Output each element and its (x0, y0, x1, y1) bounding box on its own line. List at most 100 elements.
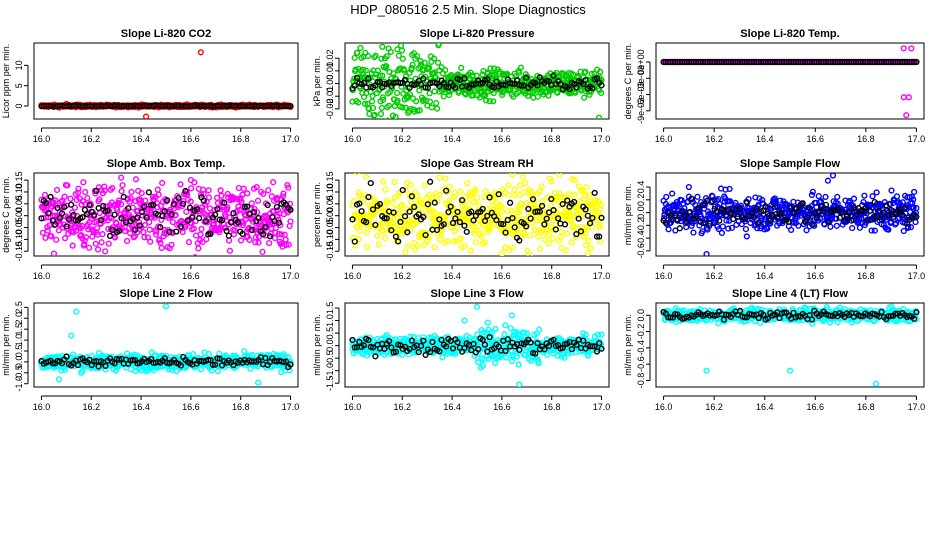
x-tick-label: 16.6 (493, 271, 511, 281)
y-tick-label: 0.5 (325, 327, 335, 340)
data-point (391, 178, 398, 186)
subset-point (125, 205, 132, 212)
subset-point (550, 207, 557, 214)
subset-point (685, 209, 693, 216)
data-point (726, 185, 733, 193)
subset-point (534, 208, 541, 215)
subset-point (593, 75, 601, 82)
x-tick-label: 16.8 (543, 271, 561, 281)
subset-point (862, 204, 869, 212)
subset-point (454, 208, 461, 216)
data-point (44, 227, 51, 234)
subset-point (248, 226, 255, 234)
subset-point (495, 191, 502, 198)
data-point (482, 91, 489, 99)
x-tick-label: 16.4 (443, 402, 461, 412)
data-point (571, 176, 578, 184)
data-point (718, 229, 726, 237)
data-point (421, 59, 428, 66)
data-point (430, 55, 438, 62)
subset-point (186, 204, 194, 211)
data-point (585, 191, 593, 198)
data-point (458, 244, 465, 251)
data-point (53, 236, 60, 243)
subset-point (411, 203, 418, 211)
subset-point (196, 215, 203, 222)
x-tick-label: 16.0 (344, 134, 362, 144)
subset-point (141, 203, 148, 210)
subset-point (461, 222, 468, 229)
subset-point (509, 80, 516, 87)
subset-point (427, 178, 434, 185)
subset-point (577, 228, 585, 235)
subset-point (159, 212, 166, 220)
data-point (235, 203, 242, 210)
data-point (483, 97, 490, 104)
data-point (434, 59, 442, 66)
subset-point (873, 213, 881, 221)
subset-point (225, 232, 232, 239)
subset-point (205, 356, 212, 363)
chart-title: Slope Li-820 Pressure (420, 28, 535, 40)
data-point (239, 222, 246, 229)
subset-point (38, 215, 45, 222)
subset-point (168, 211, 175, 218)
data-point (544, 221, 551, 228)
data-point (907, 224, 915, 231)
data-point (549, 235, 556, 242)
subset-point (484, 75, 491, 83)
data-point (435, 43, 443, 47)
data-point (355, 189, 362, 196)
subset-point (365, 193, 372, 201)
outlier-point (50, 250, 58, 256)
subset-point (587, 220, 594, 227)
data-point (910, 196, 917, 203)
subset-point (349, 216, 356, 223)
x-tick-label: 16.2 (83, 271, 101, 281)
subset-point (157, 224, 164, 231)
data-point (597, 89, 605, 97)
subset-point (424, 84, 431, 91)
subset-point (502, 82, 509, 89)
data-point (378, 227, 385, 234)
chart-title: Slope Line 2 Flow (120, 288, 213, 300)
data-point (522, 180, 529, 187)
subset-point (180, 200, 187, 207)
subset-point (376, 200, 383, 208)
data-point (380, 178, 387, 185)
data-point (173, 368, 180, 375)
data-point (431, 244, 438, 251)
subset-point (116, 227, 123, 235)
subset-point (484, 212, 491, 220)
data-point (409, 61, 416, 68)
subset-point (493, 78, 500, 85)
subset-point (363, 219, 370, 226)
subset-point (273, 203, 280, 211)
subset-point (170, 200, 178, 207)
subset-point (523, 223, 530, 230)
subset-point (287, 361, 294, 368)
data-point (222, 213, 229, 220)
subset-point (58, 210, 66, 217)
data-point (520, 229, 528, 236)
subset-point (804, 214, 811, 221)
data-point (411, 108, 418, 115)
subset-point (452, 215, 459, 222)
data-point (505, 182, 512, 189)
data-point (868, 227, 875, 234)
outlier-point (824, 177, 832, 184)
data-point (142, 197, 149, 204)
data-point (349, 98, 356, 105)
outlier-point (68, 332, 75, 339)
data-point (912, 218, 919, 226)
data-point (371, 111, 378, 119)
data-point (505, 191, 512, 198)
y-tick-label: -0.05 (14, 217, 24, 238)
data-point (96, 196, 103, 203)
data-point (461, 242, 468, 250)
data-point (767, 220, 774, 227)
data-point (363, 229, 370, 236)
y-tick-label: -0.6 (636, 243, 646, 259)
outlier-point (255, 379, 262, 386)
subset-point (433, 226, 441, 234)
